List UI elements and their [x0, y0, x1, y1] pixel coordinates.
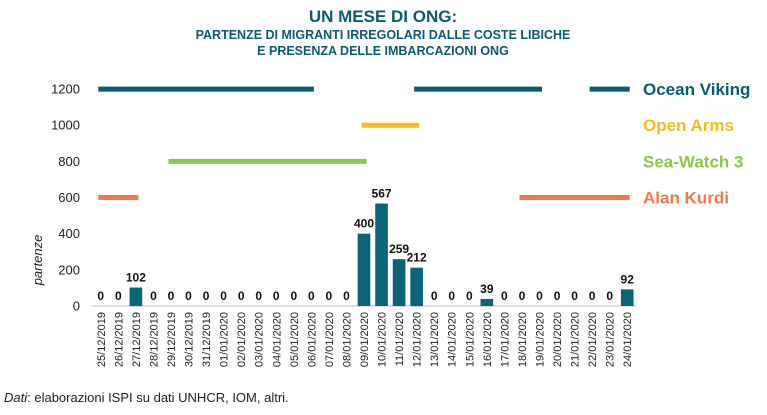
y-tick-label: 400: [58, 226, 80, 241]
data-label: 0: [308, 289, 315, 303]
x-tick-label: 26/12/2019: [113, 312, 125, 367]
data-label: 0: [554, 289, 561, 303]
x-tick-label: 13/01/2020: [429, 312, 441, 367]
x-tick-label: 29/12/2019: [166, 312, 178, 367]
data-label: 0: [290, 289, 297, 303]
data-label: 0: [273, 289, 280, 303]
data-label: 0: [431, 289, 438, 303]
line-label: Open Arms: [643, 116, 734, 135]
x-tick-label: 04/01/2020: [271, 312, 283, 367]
x-tick-label: 09/01/2020: [359, 312, 371, 367]
x-tick-label: 14/01/2020: [447, 312, 459, 367]
data-label: 0: [343, 289, 350, 303]
line-label: Sea-Watch 3: [643, 152, 743, 171]
source: Dati: elaborazioni ISPI su dati UNHCR, I…: [4, 390, 289, 405]
x-tick-label: 08/01/2020: [341, 312, 353, 367]
x-tick-label: 25/12/2019: [96, 312, 108, 367]
chart-subtitle: PARTENZE DI MIGRANTI IRREGOLARI DALLE CO…: [196, 28, 571, 42]
x-tick-label: 31/12/2019: [201, 312, 213, 367]
x-tick-label: 30/12/2019: [184, 312, 196, 367]
y-axis-label: partenze: [30, 235, 45, 287]
y-tick-label: 800: [58, 154, 80, 169]
x-tick-label: 11/01/2020: [394, 312, 406, 366]
data-label: 0: [519, 289, 526, 303]
x-tick-label: 17/01/2020: [499, 312, 511, 367]
data-label: 0: [185, 289, 192, 303]
x-tick-label: 02/01/2020: [236, 312, 248, 367]
data-label: 0: [255, 289, 262, 303]
data-label: 0: [326, 289, 333, 303]
x-tick-label: 10/01/2020: [377, 312, 389, 367]
x-tick-label: 01/01/2020: [219, 312, 231, 367]
data-label: 212: [407, 251, 427, 265]
data-label: 0: [203, 289, 210, 303]
data-label: 39: [480, 282, 494, 296]
x-tick-label: 12/01/2020: [412, 312, 424, 367]
bar: [129, 287, 143, 306]
data-label: 0: [238, 289, 245, 303]
bar: [480, 298, 494, 306]
data-label: 0: [606, 289, 613, 303]
data-label: 0: [536, 289, 543, 303]
bar: [392, 259, 406, 306]
data-label: 92: [621, 272, 635, 286]
source-text: : elaborazioni ISPI su dati UNHCR, IOM, …: [27, 390, 289, 405]
chart-title: UN MESE DI ONG:: [309, 7, 457, 26]
y-tick-label: 600: [58, 190, 80, 205]
x-tick-label: 15/01/2020: [464, 312, 476, 367]
y-tick-label: 1200: [51, 82, 80, 97]
data-label: 102: [126, 271, 146, 285]
line-label: Alan Kurdi: [643, 189, 729, 208]
x-tick-label: 18/01/2020: [517, 312, 529, 367]
data-label: 0: [97, 289, 104, 303]
x-tick-label: 06/01/2020: [306, 312, 318, 367]
x-tick-label: 28/12/2019: [148, 312, 160, 367]
x-tick-label: 20/01/2020: [552, 312, 564, 367]
bar: [620, 289, 634, 306]
data-label: 0: [150, 289, 157, 303]
data-label: 0: [448, 289, 455, 303]
data-label: 0: [115, 289, 122, 303]
x-tick-label: 16/01/2020: [482, 312, 494, 367]
data-label: 567: [372, 187, 392, 201]
data-label: 0: [220, 289, 227, 303]
x-tick-label: 05/01/2020: [289, 312, 301, 367]
x-tick-label: 23/01/2020: [605, 312, 617, 367]
x-tick-label: 07/01/2020: [324, 312, 336, 367]
y-tick-label: 1000: [51, 118, 80, 133]
bar: [375, 203, 388, 306]
y-tick-label: 200: [58, 262, 80, 277]
x-tick-label: 22/01/2020: [587, 312, 599, 367]
x-tick-label: 21/01/2020: [570, 312, 582, 367]
data-label: 0: [571, 289, 578, 303]
data-label: 259: [389, 242, 409, 256]
x-tick-label: 19/01/2020: [534, 312, 546, 367]
data-label: 0: [168, 289, 175, 303]
source-label: Dati: [4, 390, 28, 405]
x-tick-label: 27/12/2019: [131, 312, 143, 367]
y-tick-label: 0: [73, 299, 80, 314]
data-label: 0: [589, 289, 596, 303]
x-tick-label: 03/01/2020: [254, 312, 266, 367]
bar: [357, 233, 371, 306]
data-label: 0: [501, 289, 508, 303]
data-label: 0: [466, 289, 473, 303]
x-tick-label: 24/01/2020: [622, 312, 634, 367]
line-label: Ocean Viking: [643, 80, 750, 99]
data-label: 400: [354, 217, 374, 231]
chart-subtitle: E PRESENZA DELLE IMBARCAZIONI ONG: [257, 44, 509, 58]
bar: [410, 267, 423, 306]
